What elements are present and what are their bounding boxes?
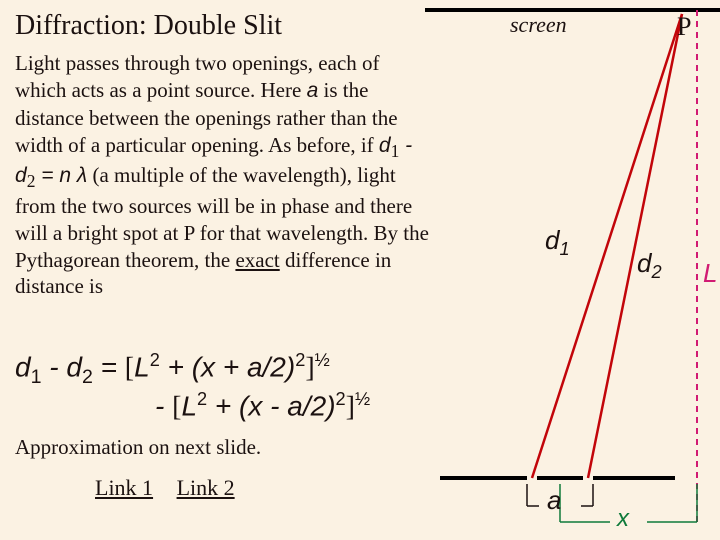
f2-root: ½ bbox=[355, 389, 370, 409]
f-root1: ½ bbox=[315, 350, 330, 370]
f-lb1: [ bbox=[125, 352, 134, 383]
d1-d: d bbox=[545, 225, 559, 255]
f-s2: 2 bbox=[82, 366, 93, 388]
f2-L: L bbox=[181, 390, 197, 421]
approx-note: Approximation on next slide. bbox=[15, 435, 261, 460]
f-minus-d: - d bbox=[41, 351, 81, 382]
eq-d: d bbox=[379, 134, 391, 157]
label-screen: screen bbox=[510, 12, 567, 38]
f-eq: = bbox=[93, 351, 125, 382]
diagram-svg bbox=[425, 0, 720, 540]
f-s1: 1 bbox=[31, 366, 42, 388]
word-exact: exact bbox=[235, 248, 279, 272]
label-x: x bbox=[617, 505, 629, 533]
link-1[interactable]: Link 1 bbox=[95, 475, 153, 500]
f2-sq: 2 bbox=[336, 389, 346, 409]
f2-Lsq: 2 bbox=[197, 389, 207, 409]
d1-sub: 1 bbox=[559, 239, 569, 259]
f-rb1: ] bbox=[305, 352, 314, 383]
label-d2: d2 bbox=[637, 248, 662, 283]
body-paragraph: Light passes through two openings, each … bbox=[15, 50, 430, 300]
f-xpa: + (x + a bbox=[160, 351, 263, 382]
label-L: L bbox=[703, 258, 717, 289]
var-a: a bbox=[307, 79, 319, 102]
f2-half: /2) bbox=[303, 390, 336, 421]
formula-line2: - [L2 + (x - a/2)2]½ bbox=[15, 389, 370, 423]
double-slit-diagram: screen P d1 d2 L a x bbox=[425, 0, 720, 540]
d2-sub: 2 bbox=[651, 262, 661, 282]
f-L1sq: 2 bbox=[150, 350, 160, 370]
slide-title: Diffraction: Double Slit bbox=[15, 10, 282, 42]
distance-formula: d1 - d2 = [L2 + (x + a/2)2]½ - [L2 + (x … bbox=[15, 350, 370, 423]
f2-xma: + (x - a bbox=[207, 390, 303, 421]
f-d1: d bbox=[15, 351, 31, 382]
label-d1: d1 bbox=[545, 225, 570, 260]
formula-line1: d1 - d2 = [L2 + (x + a/2)2]½ bbox=[15, 350, 370, 389]
label-P: P bbox=[677, 12, 691, 42]
f-sq1: 2 bbox=[295, 350, 305, 370]
f2-rb: ] bbox=[346, 391, 355, 422]
label-a: a bbox=[547, 485, 561, 516]
f-L1: L bbox=[134, 351, 150, 382]
d2-d: d bbox=[637, 248, 651, 278]
eq-rhs: = n λ bbox=[35, 164, 87, 187]
f2-minus: - bbox=[155, 390, 172, 421]
link-2[interactable]: Link 2 bbox=[177, 475, 235, 500]
links-row: Link 1 Link 2 bbox=[95, 475, 253, 501]
f-half1: /2) bbox=[263, 351, 296, 382]
